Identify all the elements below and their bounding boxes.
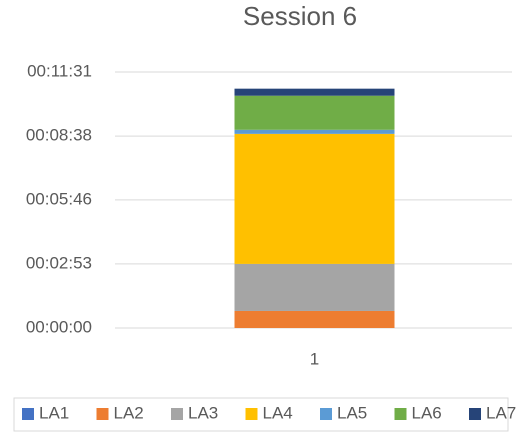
- legend-label: LA7: [486, 403, 516, 422]
- legend-box: [13, 397, 509, 432]
- y-tick-label: 00:05:46: [26, 189, 92, 208]
- bar-segment: [234, 133, 395, 264]
- legend-swatch: [96, 408, 109, 420]
- bar-segment: [234, 129, 395, 134]
- y-tick-label: 00:02:53: [26, 253, 92, 272]
- bar-segment: [234, 88, 395, 96]
- chart-title: Session 6: [243, 1, 357, 31]
- y-tick-label: 00:11:31: [27, 61, 92, 80]
- legend-label: LA2: [114, 403, 144, 422]
- y-tick-label: 00:00:00: [26, 317, 92, 336]
- bar-segment: [234, 95, 395, 130]
- legend-label: LA6: [412, 403, 442, 422]
- legend-swatch: [22, 408, 34, 420]
- legend-label: LA1: [39, 403, 69, 422]
- x-tick-label: 1: [310, 349, 319, 368]
- bar-segment: [234, 310, 395, 328]
- legend-swatch: [245, 408, 258, 420]
- legend-swatch: [320, 408, 332, 420]
- legend-swatch: [469, 408, 481, 420]
- bar-segment: [234, 263, 395, 311]
- legend-label: LA4: [263, 403, 293, 422]
- y-tick-label: 00:08:38: [26, 126, 92, 145]
- legend-swatch: [171, 408, 183, 420]
- legend-swatch: [394, 408, 407, 420]
- legend-label: LA5: [337, 403, 367, 422]
- legend-label: LA3: [188, 403, 218, 422]
